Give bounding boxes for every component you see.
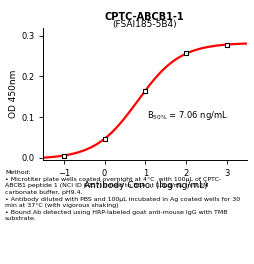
Point <box>183 51 187 55</box>
Point <box>143 88 147 93</box>
Y-axis label: OD 450nm: OD 450nm <box>9 69 18 118</box>
Point <box>61 154 66 158</box>
Text: (FSAI185-5B4): (FSAI185-5B4) <box>111 20 176 29</box>
Text: Method:
• Microtiter plate wells coated overnight at 4°C  with 100μL of CPTC-
AB: Method: • Microtiter plate wells coated … <box>5 170 239 221</box>
Point <box>102 136 106 141</box>
X-axis label: Antibody Conc. (log ng/mL): Antibody Conc. (log ng/mL) <box>83 181 206 190</box>
Text: CPTC-ABCB1-1: CPTC-ABCB1-1 <box>104 12 183 22</box>
Text: $\mathregular{B_{50\%}}$ = 7.06 ng/mL: $\mathregular{B_{50\%}}$ = 7.06 ng/mL <box>147 109 228 121</box>
Point <box>224 43 228 47</box>
